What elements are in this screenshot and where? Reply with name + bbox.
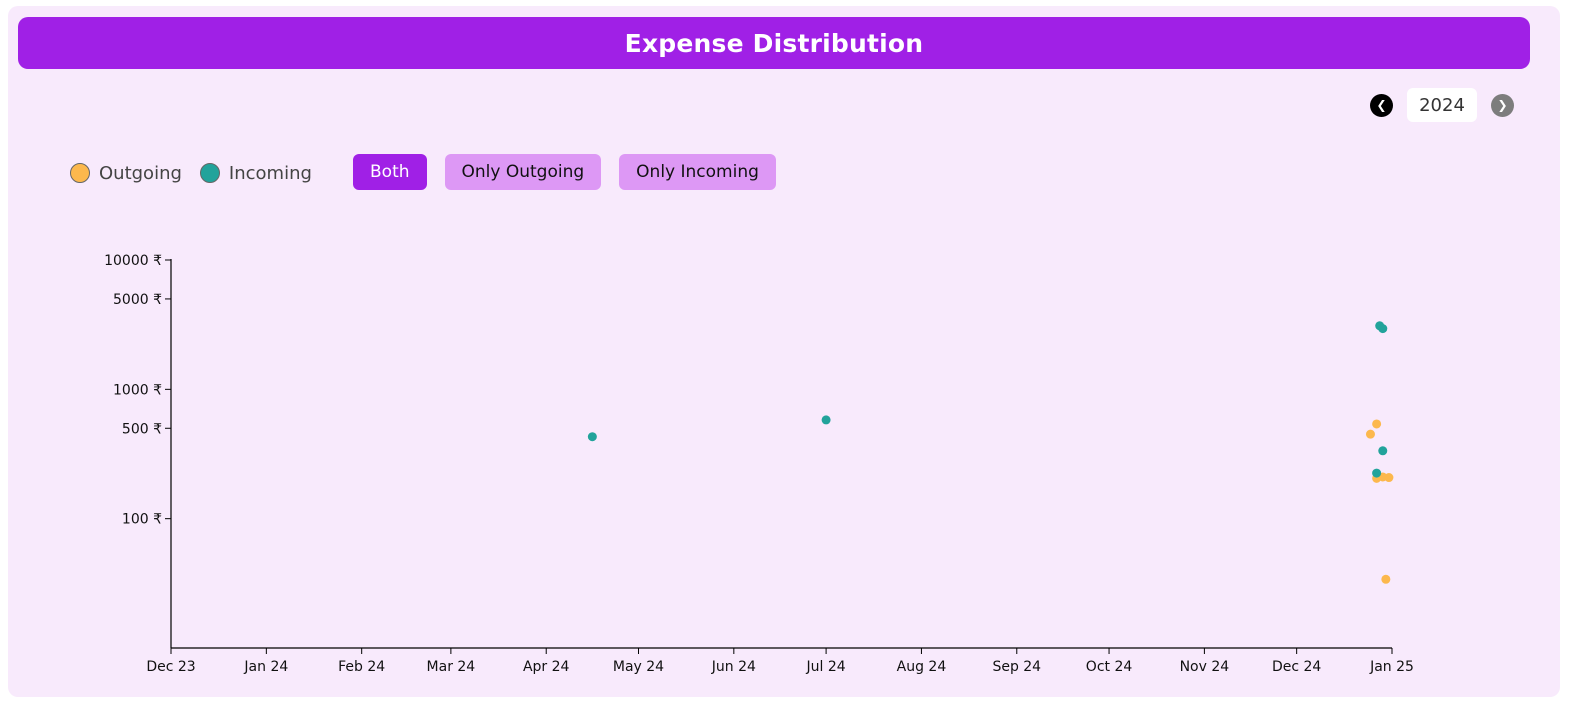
x-tick-label: Jan 24: [243, 659, 288, 675]
chart-legend: Outgoing Incoming: [70, 155, 330, 191]
data-point-outgoing: [1365, 429, 1375, 439]
filter-only-incoming-button[interactable]: Only Incoming: [619, 154, 776, 190]
data-point-incoming: [1378, 324, 1388, 334]
data-point-incoming: [587, 432, 597, 442]
data-point-incoming: [1378, 446, 1388, 456]
y-tick-label: 1000 ₹: [113, 382, 162, 398]
chart-card: [8, 6, 1560, 697]
data-point-outgoing: [1381, 574, 1391, 584]
chevron-right-icon[interactable]: ❯: [1491, 93, 1514, 117]
legend-item-incoming: Incoming: [199, 162, 312, 184]
x-tick-label: Sep 24: [992, 659, 1041, 675]
y-tick-label: 100 ₹: [122, 512, 162, 528]
x-tick-label: Nov 24: [1180, 659, 1230, 675]
filter-buttons: Both Only Outgoing Only Incoming: [353, 154, 794, 190]
legend-swatch-incoming: [199, 163, 220, 183]
y-tick-label: 10000 ₹: [104, 253, 162, 269]
year-display: 2024: [1407, 88, 1477, 122]
filter-both-button[interactable]: Both: [353, 154, 427, 190]
x-tick-label: Jul 24: [806, 659, 846, 675]
chevron-left-icon[interactable]: ❮: [1370, 93, 1393, 117]
x-tick-label: Feb 24: [338, 659, 385, 675]
x-tick-label: Dec 23: [146, 659, 195, 675]
x-tick-label: Aug 24: [897, 659, 947, 675]
legend-swatch-outgoing: [70, 163, 90, 183]
data-point-incoming: [821, 415, 831, 425]
x-tick-label: Jun 24: [711, 659, 756, 675]
x-tick-label: Apr 24: [523, 659, 570, 675]
data-point-outgoing: [1384, 473, 1394, 483]
data-point-incoming: [1372, 468, 1382, 478]
chart-title-bar: Expense Distribution: [18, 17, 1530, 69]
y-tick-label: 5000 ₹: [113, 292, 162, 308]
x-tick-label: Mar 24: [427, 659, 476, 675]
legend-item-outgoing: Outgoing: [70, 163, 182, 184]
legend-label-outgoing: Outgoing: [99, 162, 182, 184]
x-tick-label: Oct 24: [1086, 659, 1133, 675]
data-point-outgoing: [1372, 419, 1382, 429]
page-title: Expense Distribution: [624, 28, 924, 58]
y-tick-label: 500 ₹: [122, 421, 162, 437]
legend-label-incoming: Incoming: [228, 162, 312, 184]
filter-only-outgoing-button[interactable]: Only Outgoing: [444, 154, 602, 190]
x-tick-label: Jan 25: [1369, 659, 1414, 675]
year-navigator: ❮ 2024 ❯: [1370, 88, 1514, 122]
x-tick-label: Dec 24: [1272, 659, 1321, 675]
x-tick-label: May 24: [613, 659, 664, 675]
